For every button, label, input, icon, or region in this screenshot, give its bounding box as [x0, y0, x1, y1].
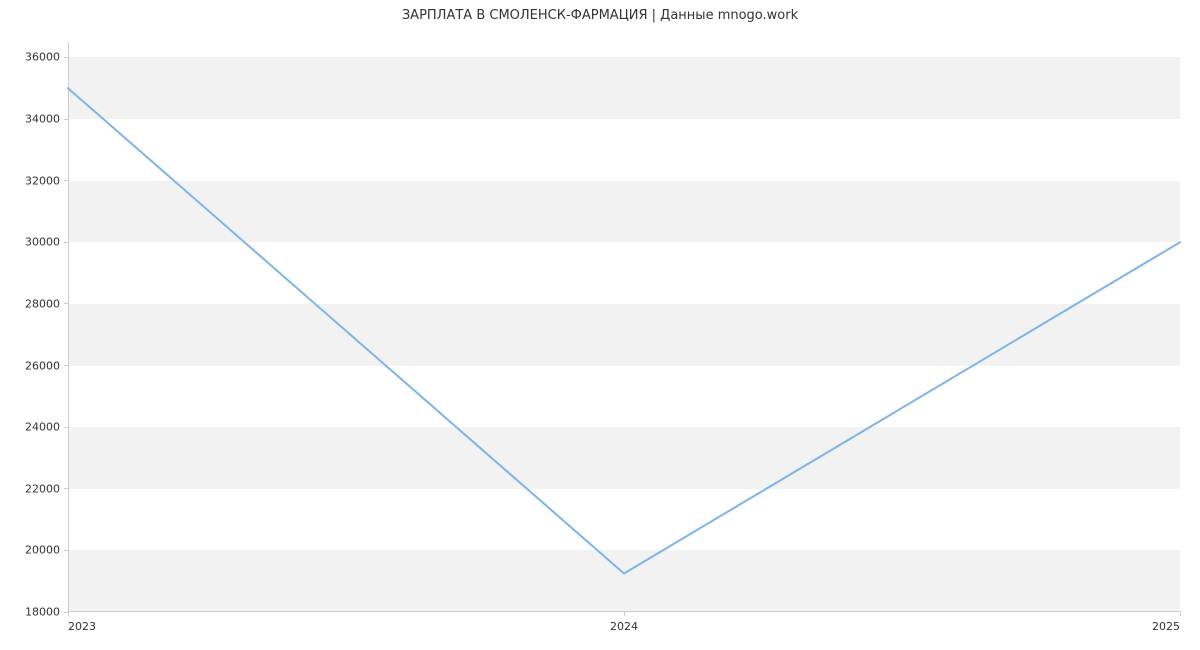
plot-area: 1800020000220002400026000280003000032000… — [68, 42, 1180, 612]
y-tick-label: 22000 — [25, 482, 68, 495]
y-tick-label: 36000 — [25, 51, 68, 64]
y-tick-label: 32000 — [25, 174, 68, 187]
line-series-layer — [68, 42, 1180, 612]
x-tick-label: 2024 — [610, 612, 638, 633]
y-tick-label: 30000 — [25, 236, 68, 249]
y-tick-label: 24000 — [25, 421, 68, 434]
line-series-salary — [68, 88, 1180, 573]
x-tick-label: 2025 — [1152, 612, 1180, 633]
chart-title: ЗАРПЛАТА В СМОЛЕНСК-ФАРМАЦИЯ | Данные mn… — [0, 8, 1200, 23]
y-tick-label: 18000 — [25, 606, 68, 619]
y-tick-label: 28000 — [25, 297, 68, 310]
y-tick-label: 34000 — [25, 113, 68, 126]
x-tick-label: 2023 — [68, 612, 96, 633]
y-tick-label: 26000 — [25, 359, 68, 372]
y-tick-label: 20000 — [25, 544, 68, 557]
